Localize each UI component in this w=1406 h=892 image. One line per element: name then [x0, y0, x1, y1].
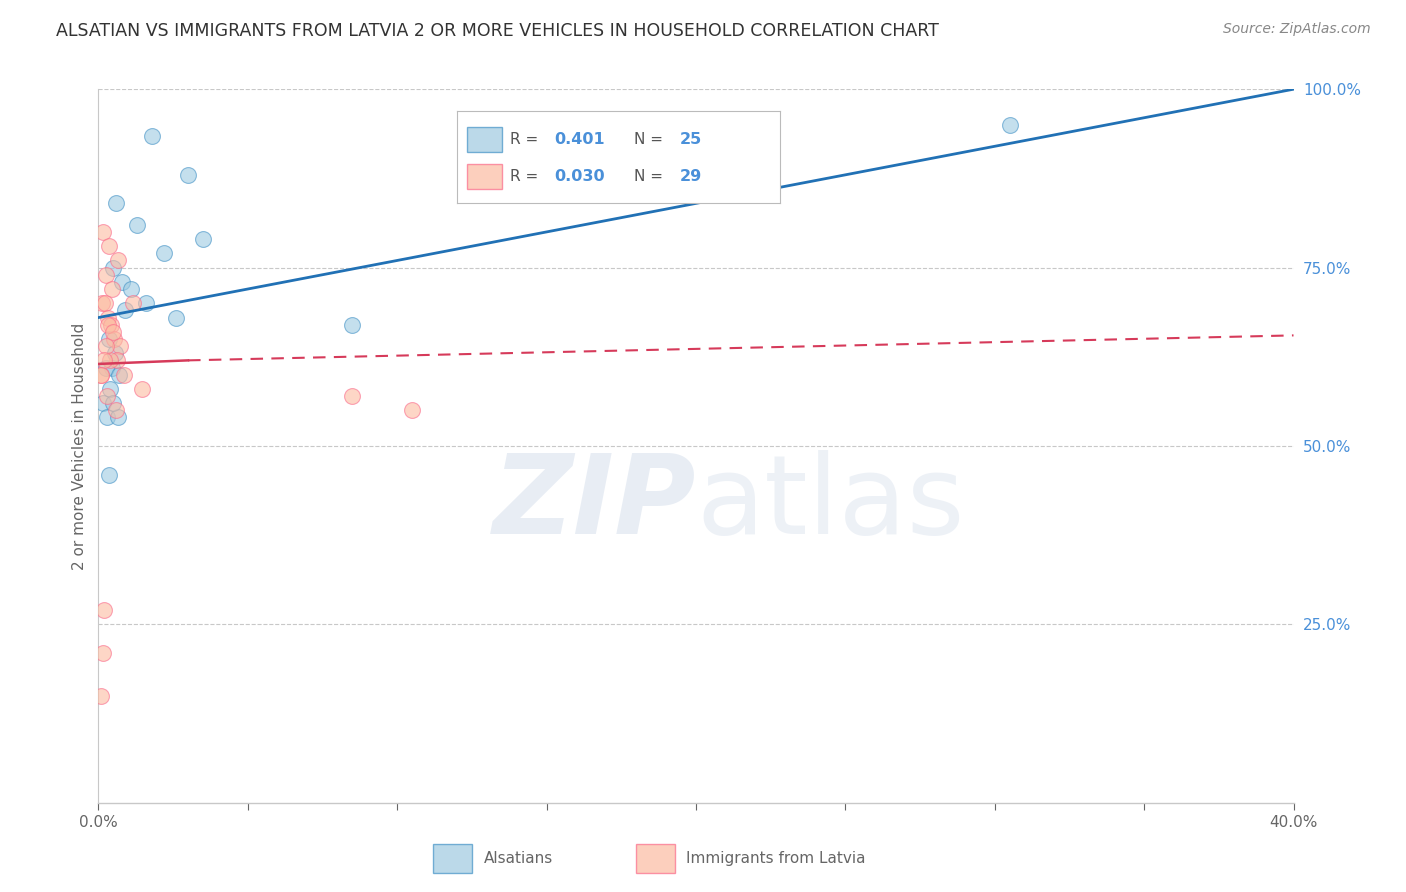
Point: [98, 353, 121, 368]
Point: [114, 303, 136, 318]
Point: [111, 275, 134, 289]
Text: ALSATIAN VS IMMIGRANTS FROM LATVIA 2 OR MORE VEHICLES IN HOUSEHOLD CORRELATION C: ALSATIAN VS IMMIGRANTS FROM LATVIA 2 OR …: [56, 22, 939, 40]
Point: [105, 196, 128, 211]
Point: [107, 253, 129, 268]
Point: [100, 382, 122, 396]
Point: [135, 296, 157, 310]
Bar: [636, 844, 675, 873]
Point: [127, 218, 149, 232]
Text: Immigrants from Latvia: Immigrants from Latvia: [686, 851, 866, 866]
Point: [100, 318, 122, 332]
Point: [97, 332, 120, 346]
Point: [107, 410, 129, 425]
Point: [121, 296, 143, 310]
Point: [91, 225, 114, 239]
Point: [342, 318, 364, 332]
Point: [91, 396, 114, 410]
Point: [103, 396, 125, 410]
Point: [141, 128, 163, 143]
Point: [401, 403, 423, 417]
Point: [153, 246, 176, 260]
Point: [97, 318, 120, 332]
Point: [104, 346, 127, 360]
Point: [97, 467, 120, 482]
Point: [94, 360, 117, 375]
Point: [105, 353, 128, 368]
Text: ZIP: ZIP: [492, 450, 696, 557]
Point: [101, 360, 124, 375]
Point: [105, 403, 128, 417]
Point: [177, 168, 200, 182]
Point: [91, 296, 114, 310]
Y-axis label: 2 or more Vehicles in Household: 2 or more Vehicles in Household: [72, 322, 87, 570]
Point: [108, 368, 131, 382]
Point: [91, 646, 114, 660]
Point: [342, 389, 364, 403]
Point: [96, 339, 118, 353]
Point: [97, 239, 120, 253]
Text: Alsatians: Alsatians: [484, 851, 553, 866]
Point: [998, 118, 1021, 132]
Point: [97, 310, 120, 325]
Point: [90, 368, 112, 382]
Point: [165, 310, 187, 325]
Point: [90, 689, 112, 703]
Point: [191, 232, 214, 246]
Point: [93, 603, 115, 617]
Point: [96, 389, 118, 403]
Point: [94, 268, 117, 282]
Point: [131, 382, 153, 396]
Text: atlas: atlas: [696, 450, 965, 557]
Point: [103, 325, 125, 339]
Text: Source: ZipAtlas.com: Source: ZipAtlas.com: [1223, 22, 1371, 37]
Point: [103, 332, 125, 346]
Point: [103, 260, 125, 275]
Point: [112, 368, 135, 382]
Point: [89, 368, 111, 382]
Bar: [433, 844, 472, 873]
Point: [96, 410, 118, 425]
Point: [120, 282, 142, 296]
Point: [101, 282, 124, 296]
Point: [94, 296, 117, 310]
Point: [93, 353, 115, 368]
Point: [108, 339, 131, 353]
